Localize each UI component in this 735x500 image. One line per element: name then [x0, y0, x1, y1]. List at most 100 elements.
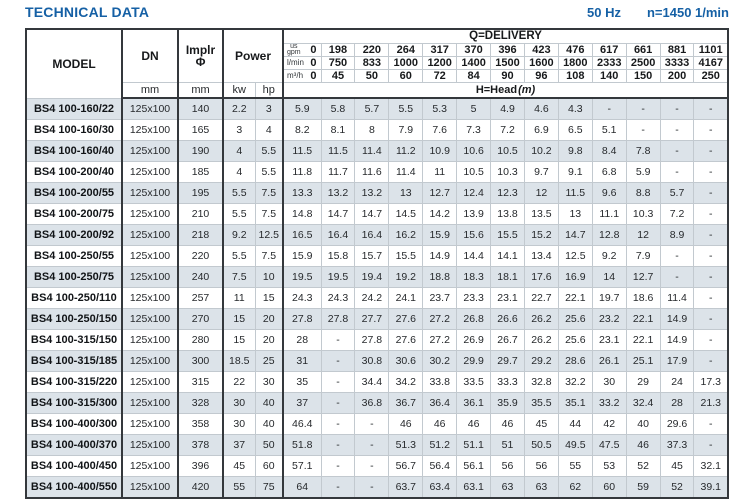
head-value-cell: 23.2 — [591, 308, 627, 330]
unit-cell-lmin: l/min 0 — [282, 55, 322, 70]
head-value-cell: 14.8 — [282, 203, 322, 225]
hp-cell: 20 — [254, 329, 285, 351]
head-value-cell: - — [693, 413, 729, 435]
model-cell: BS4 100-400/300 — [25, 413, 123, 435]
head-value-cell: 27.8 — [320, 308, 356, 330]
delivery-value: 250 — [693, 68, 729, 83]
model-cell: BS4 100-200/92 — [25, 224, 123, 246]
hp-cell: 60 — [254, 455, 285, 477]
head-value-cell: 11.8 — [282, 161, 322, 183]
hp-label: hp — [254, 82, 285, 99]
head-value-cell: 22.1 — [625, 329, 661, 351]
dn-cell: 125x100 — [121, 392, 179, 414]
kw-cell: 11 — [222, 287, 256, 309]
impeller-cell: 218 — [177, 224, 224, 246]
dn-cell: 125x100 — [121, 287, 179, 309]
head-value-cell: - — [625, 119, 661, 141]
head-value-cell: - — [354, 413, 390, 435]
impeller-cell: 378 — [177, 434, 224, 456]
head-value-cell: - — [693, 434, 729, 456]
impeller-cell: 396 — [177, 455, 224, 477]
head-value-cell: 56 — [490, 455, 525, 477]
head-value-cell: 5 — [456, 97, 492, 120]
delivery-row-m3h: m³/h 0 45 50 60 72 84 90 96 108 140 150 200 250 — [26, 68, 729, 83]
kw-cell: 45 — [222, 455, 256, 477]
hp-cell: 12.5 — [254, 224, 285, 246]
delivery-value: 0 — [310, 56, 317, 69]
head-value-cell: - — [320, 476, 356, 499]
head-value-cell: 9.7 — [523, 161, 559, 183]
table-row: BS4 100-400/370 125x100 378 37 50 51.8- -51.3 5… — [25, 434, 729, 456]
impeller-cell: 257 — [177, 287, 224, 309]
kw-cell: 5.5 — [222, 203, 256, 225]
head-value-cell: 19.2 — [388, 266, 424, 288]
table-header: MODEL DN Implr Φ Power Q=DELIVERY us gpm… — [25, 28, 729, 99]
head-value-cell: 13.2 — [320, 182, 356, 204]
model-cell: BS4 100-200/40 — [25, 161, 123, 183]
delivery-value: 2500 — [625, 55, 661, 70]
head-value-cell: 12.3 — [490, 182, 525, 204]
table-row: BS4 100-315/300 125x100 328 30 40 37-36.8 36.7… — [25, 392, 729, 414]
head-value-cell: 30.8 — [354, 350, 390, 372]
model-cell: BS4 100-315/300 — [25, 392, 123, 414]
head-value-cell: 32.1 — [693, 455, 729, 477]
head-value-cell: 36.1 — [456, 392, 492, 414]
head-value-cell: 63.7 — [388, 476, 424, 499]
delivery-value: 0 — [310, 43, 317, 56]
delivery-row-lmin: l/min 0 750 833 1000 1200 1400 1500 1600 1800 23… — [26, 55, 729, 70]
head-value-cell: 36.4 — [422, 392, 458, 414]
head-value-cell: 51.3 — [388, 434, 424, 456]
head-value-cell: 12.4 — [456, 182, 492, 204]
head-value-cell: 14.1 — [490, 245, 525, 267]
kw-cell: 55 — [222, 476, 256, 499]
delivery-value: 3333 — [659, 55, 695, 70]
dn-cell: 125x100 — [121, 203, 179, 225]
head-value-cell: 51 — [490, 434, 525, 456]
head-value-cell: 47.5 — [591, 434, 627, 456]
head-value-cell: 11 — [422, 161, 458, 183]
dn-cell: 125x100 — [121, 329, 179, 351]
head-value-cell: 46 — [490, 413, 525, 435]
head-value-cell: - — [693, 287, 729, 309]
head-value-cell: 6.9 — [523, 119, 559, 141]
impeller-cell: 420 — [177, 476, 224, 499]
speed-label: n=1450 1/min — [646, 5, 729, 20]
head-value-cell: 27.7 — [354, 308, 390, 330]
head-value-cell: 57.1 — [282, 455, 322, 477]
impeller-cell: 220 — [177, 245, 224, 267]
delivery-value: 264 — [388, 42, 424, 57]
head-value-cell: 5.1 — [591, 119, 627, 141]
head-value-cell: 13 — [557, 203, 593, 225]
head-value-cell: - — [693, 350, 729, 372]
head-value-cell: 17.6 — [523, 266, 559, 288]
usgpm-unit-label: us gpm — [287, 43, 301, 56]
operating-conditions: 50 Hz n=1450 1/min — [587, 5, 729, 20]
head-value-cell: 14.4 — [456, 245, 492, 267]
column-header-model: MODEL — [25, 28, 123, 99]
head-value-cell: 19.7 — [591, 287, 627, 309]
head-value-cell: 59 — [625, 476, 661, 499]
delivery-value: 1400 — [456, 55, 492, 70]
head-value-cell: 49.5 — [557, 434, 593, 456]
head-value-cell: 9.2 — [591, 245, 627, 267]
head-value-cell: 30 — [591, 371, 627, 393]
table-row: BS4 100-400/450 125x100 396 45 60 57.1- -56.7 5… — [25, 455, 729, 477]
model-cell: BS4 100-250/55 — [25, 245, 123, 267]
dn-cell: 125x100 — [121, 119, 179, 141]
unit-cell-usgpm: us gpm 0 — [282, 42, 322, 57]
head-value-cell: - — [693, 119, 729, 141]
delivery-row-usgpm: us gpm 0 198 220 264 317 370 396 423 476 617 661 8… — [26, 42, 729, 57]
impeller-cell: 165 — [177, 119, 224, 141]
head-value-cell: - — [693, 203, 729, 225]
head-value-cell: 5.9 — [282, 97, 322, 120]
impeller-cell: 300 — [177, 350, 224, 372]
head-value-cell: 14.7 — [557, 224, 593, 246]
head-value-cell: 26.9 — [456, 329, 492, 351]
head-value-cell: 34.4 — [354, 371, 390, 393]
kw-cell: 5.5 — [222, 245, 256, 267]
head-value-cell: 18.1 — [490, 266, 525, 288]
dn-cell: 125x100 — [121, 455, 179, 477]
head-value-cell: 33.5 — [456, 371, 492, 393]
head-value-cell: 63.4 — [422, 476, 458, 499]
head-value-cell: 56.1 — [456, 455, 492, 477]
